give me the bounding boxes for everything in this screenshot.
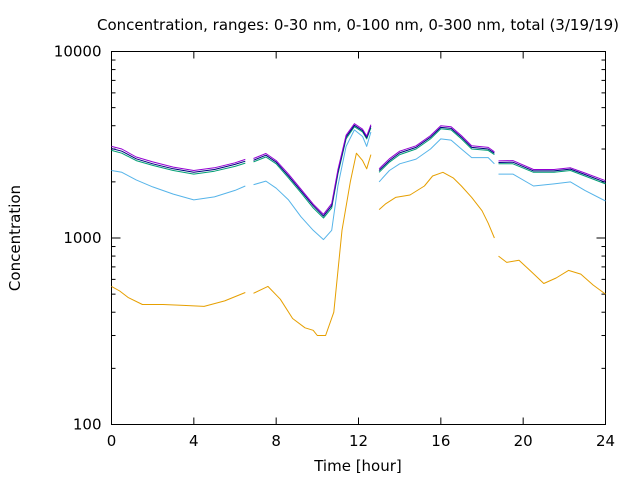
x-tick-label: 20 — [514, 432, 533, 450]
tick-labels: 0 4 8 12 16 20 24 100 1000 10000 — [54, 43, 615, 451]
series-line — [498, 161, 606, 183]
y-tick-label: 10000 — [54, 43, 102, 61]
series-line — [253, 126, 372, 219]
series-line — [111, 285, 246, 307]
series-line — [253, 123, 372, 215]
series-line — [111, 148, 246, 173]
series-line — [498, 255, 606, 295]
chart-title: Concentration, ranges: 0-30 nm, 0-100 nm… — [97, 16, 619, 34]
x-tick-label: 0 — [107, 432, 117, 450]
y-axis-title: Concentration — [6, 185, 24, 291]
series-line — [378, 171, 495, 239]
series-line — [253, 152, 372, 336]
series-layer — [111, 123, 606, 336]
x-tick-label: 8 — [271, 432, 281, 450]
x-tick-label: 12 — [349, 432, 368, 450]
x-tick-label: 24 — [596, 432, 615, 450]
series-line — [498, 160, 606, 182]
series-line — [378, 126, 495, 171]
series-line — [111, 145, 246, 171]
series-line — [378, 138, 495, 183]
series-line — [498, 173, 606, 202]
axis-ticks — [111, 51, 606, 425]
series-line — [498, 163, 606, 185]
series-line — [253, 129, 372, 241]
x-axis-title: Time [hour] — [313, 457, 402, 475]
x-tick-label: 16 — [431, 432, 450, 450]
series-line — [378, 125, 495, 170]
y-tick-label: 100 — [73, 416, 102, 434]
series-line — [378, 128, 495, 173]
y-tick-label: 1000 — [63, 229, 101, 247]
series-line — [111, 149, 246, 175]
series-line — [253, 124, 372, 217]
series-line — [111, 170, 246, 201]
plot-frame — [111, 51, 606, 425]
x-tick-label: 4 — [189, 432, 199, 450]
